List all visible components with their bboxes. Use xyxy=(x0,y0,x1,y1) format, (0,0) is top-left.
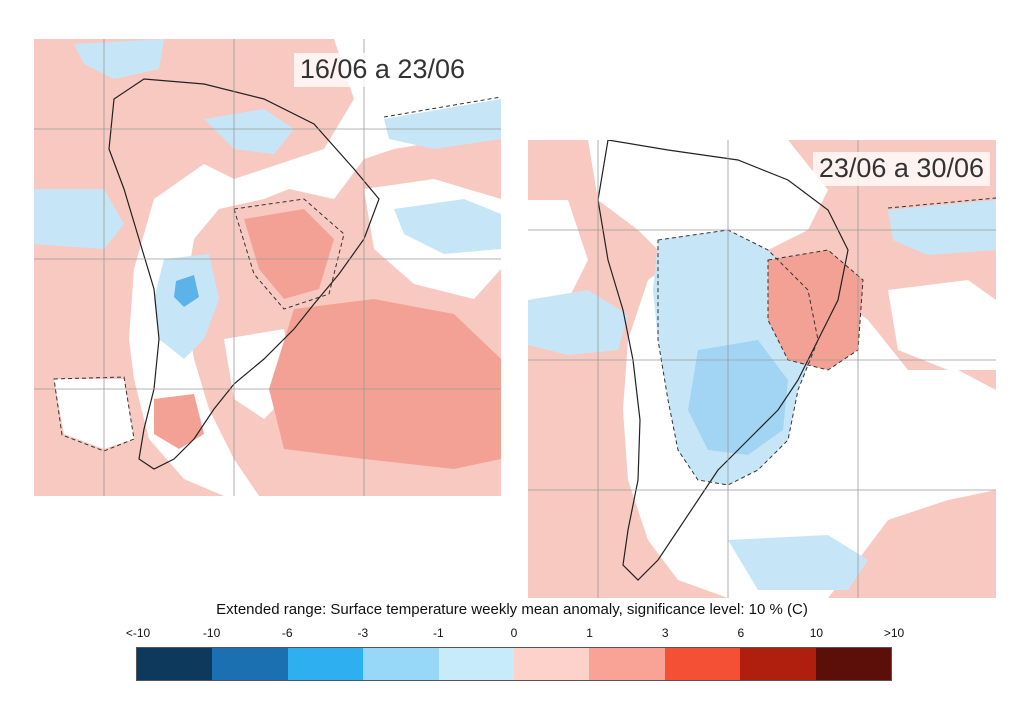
dashed-contour xyxy=(383,96,501,118)
legend-swatch xyxy=(212,648,288,680)
cool-region xyxy=(34,189,124,249)
neutral-region xyxy=(54,379,134,449)
neutral-region xyxy=(528,200,588,300)
legend-tick-label: 3 xyxy=(661,626,669,640)
legend-swatch xyxy=(514,648,590,680)
dashed-contour xyxy=(657,229,819,486)
cool-region xyxy=(74,39,164,79)
legend-swatch xyxy=(740,648,816,680)
legend-tick-label: <-10 xyxy=(125,626,151,640)
warm-region-strong xyxy=(154,394,204,449)
legend-swatch xyxy=(589,648,665,680)
warm-region-strong xyxy=(244,209,334,299)
legend-swatch xyxy=(137,648,213,680)
warm-region-strong xyxy=(269,299,501,469)
cool-region xyxy=(728,535,868,590)
grid-lines xyxy=(34,39,501,496)
legend-tick-label: >10 xyxy=(883,626,905,640)
legend-swatch xyxy=(664,648,741,680)
neutral-region xyxy=(888,280,996,370)
legend-tick-label: -1 xyxy=(433,626,444,640)
anomaly-map-week-2-graphic xyxy=(528,140,996,598)
cool-region xyxy=(888,200,996,255)
legend-swatch xyxy=(287,648,364,680)
coastline xyxy=(108,78,380,470)
legend-tick-label: 6 xyxy=(737,626,745,640)
dashed-contour xyxy=(233,198,345,310)
legend-swatch xyxy=(363,648,439,680)
legend-tick-label: 1 xyxy=(586,626,593,640)
warm-region-strong xyxy=(768,250,863,370)
anomaly-map-week-1-graphic xyxy=(34,39,501,496)
cool-region xyxy=(394,199,501,254)
neutral-region xyxy=(74,39,501,496)
legend-swatch xyxy=(438,648,515,680)
legend-title: Extended range: Surface temperature week… xyxy=(216,601,808,618)
period-label-week-1: 16/06 a 23/06 xyxy=(293,53,471,87)
cool-region xyxy=(154,254,219,359)
legend-tick-label: -3 xyxy=(357,626,369,640)
dashed-contour xyxy=(53,376,135,452)
legend-tick-label: 10 xyxy=(809,626,824,640)
legend-tick-labels: <-10 -10 -6 -3 -1 0 1 3 6 10 >10 xyxy=(0,626,1024,644)
cool-region xyxy=(204,109,294,154)
legend-tick-label: 0 xyxy=(510,626,518,640)
legend-tick-label: -10 xyxy=(202,626,221,640)
cool-region xyxy=(528,290,628,355)
grid-lines xyxy=(528,140,996,598)
cool-region-medium xyxy=(688,340,788,455)
period-label-week-2: 23/06 a 30/06 xyxy=(812,152,990,186)
cool-region-strong xyxy=(174,275,199,307)
anomaly-map-week-2: 23/06 a 30/06 xyxy=(528,140,996,598)
cool-region xyxy=(384,99,501,149)
anomaly-map-week-1: 16/06 a 23/06 xyxy=(34,39,501,496)
legend-tick-label: -6 xyxy=(281,626,293,640)
legend-swatch xyxy=(815,648,892,680)
color-legend xyxy=(136,647,892,681)
